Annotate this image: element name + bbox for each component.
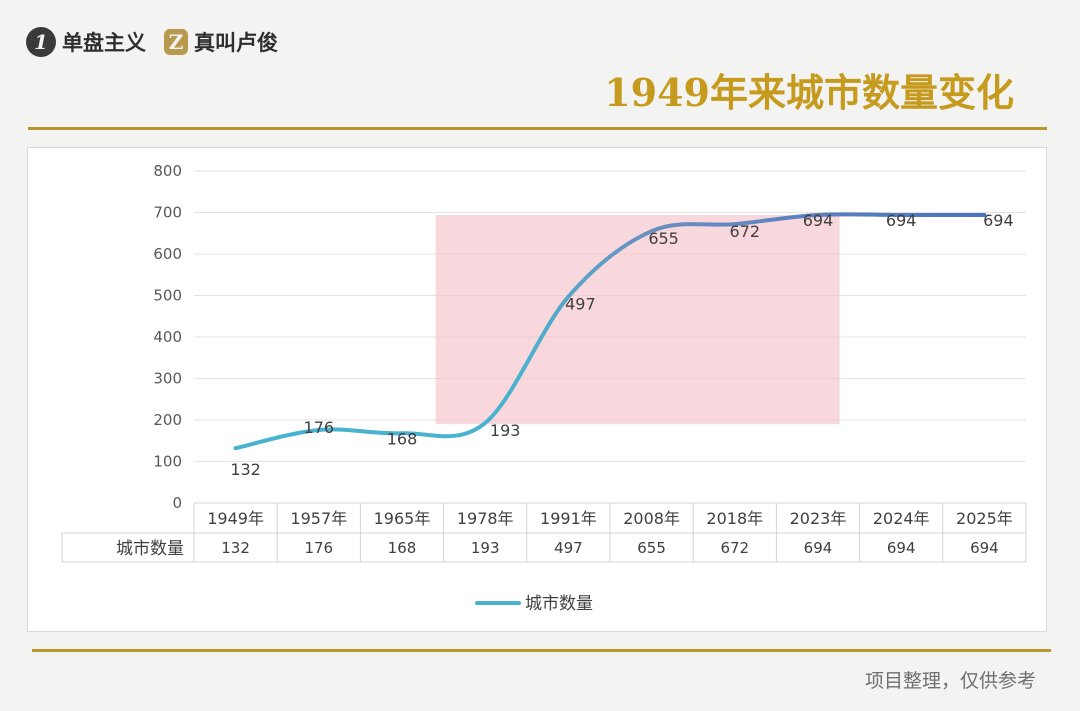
data-label: 132 bbox=[230, 460, 261, 479]
table-value-cell: 497 bbox=[554, 539, 583, 557]
table-series-name: 城市数量 bbox=[116, 539, 184, 559]
x-category-label: 1965年 bbox=[374, 509, 431, 528]
y-tick-label: 200 bbox=[153, 411, 182, 429]
x-category-label: 1949年 bbox=[207, 509, 264, 528]
highlight-region bbox=[435, 214, 840, 425]
x-category-label: 1991年 bbox=[540, 509, 597, 528]
series-line bbox=[233, 212, 987, 451]
page-title: 1949年来城市数量变化 bbox=[604, 70, 1014, 115]
x-category-label: 1978年 bbox=[457, 509, 514, 528]
data-label: 694 bbox=[983, 211, 1014, 230]
top-divider bbox=[28, 127, 1047, 130]
data-label: 694 bbox=[886, 211, 917, 230]
table-value-cell: 132 bbox=[221, 539, 250, 557]
y-tick-label: 0 bbox=[172, 494, 182, 512]
table-value-cell: 168 bbox=[388, 539, 417, 557]
data-label: 672 bbox=[730, 222, 761, 241]
y-tick-label: 400 bbox=[153, 328, 182, 346]
brand-2-logo-icon: Z bbox=[164, 29, 188, 55]
table-value-cell: 694 bbox=[970, 539, 999, 557]
table-value-cell: 176 bbox=[304, 539, 333, 557]
x-category-label: 2024年 bbox=[873, 509, 930, 528]
brand-1-name: 单盘主义 bbox=[62, 31, 146, 55]
bottom-divider bbox=[32, 649, 1051, 652]
y-tick-label: 800 bbox=[153, 162, 182, 180]
y-tick-label: 500 bbox=[153, 287, 182, 305]
y-tick-label: 600 bbox=[153, 245, 182, 263]
brand-2-name: 真叫卢俊 bbox=[194, 31, 278, 55]
data-label: 193 bbox=[490, 421, 521, 440]
data-label: 176 bbox=[304, 418, 335, 437]
table-value-cell: 193 bbox=[471, 539, 500, 557]
data-label: 497 bbox=[565, 295, 596, 314]
x-category-label: 2018年 bbox=[706, 509, 763, 528]
table-value-cell: 694 bbox=[887, 539, 916, 557]
brand-logos: 1 单盘主义 Z 真叫卢俊 bbox=[26, 26, 296, 58]
table-value-cell: 655 bbox=[637, 539, 666, 557]
source-note: 项目整理，仅供参考 bbox=[864, 670, 1036, 692]
chart-panel: 0 100 200 300 400 500 600 700 800 1949年 132 1957年 17… bbox=[27, 147, 1047, 632]
x-category-label: 2008年 bbox=[623, 509, 680, 528]
table-value-cell: 694 bbox=[804, 539, 833, 557]
data-label: 655 bbox=[648, 229, 679, 248]
y-tick-label: 300 bbox=[153, 370, 182, 388]
table-value-cell: 672 bbox=[720, 539, 749, 557]
y-tick-label: 700 bbox=[153, 204, 182, 222]
brand-1-logo-icon: 1 bbox=[26, 27, 56, 57]
data-label: 168 bbox=[387, 429, 418, 448]
line-chart: 0 100 200 300 400 500 600 700 800 1949年 132 1957年 17… bbox=[61, 162, 1027, 614]
y-tick-label: 100 bbox=[153, 453, 182, 471]
legend-label: 城市数量 bbox=[525, 594, 593, 614]
x-category-label: 2023年 bbox=[790, 509, 847, 528]
data-label: 694 bbox=[803, 211, 834, 230]
x-category-label: 2025年 bbox=[956, 509, 1013, 528]
x-category-label: 1957年 bbox=[290, 509, 347, 528]
